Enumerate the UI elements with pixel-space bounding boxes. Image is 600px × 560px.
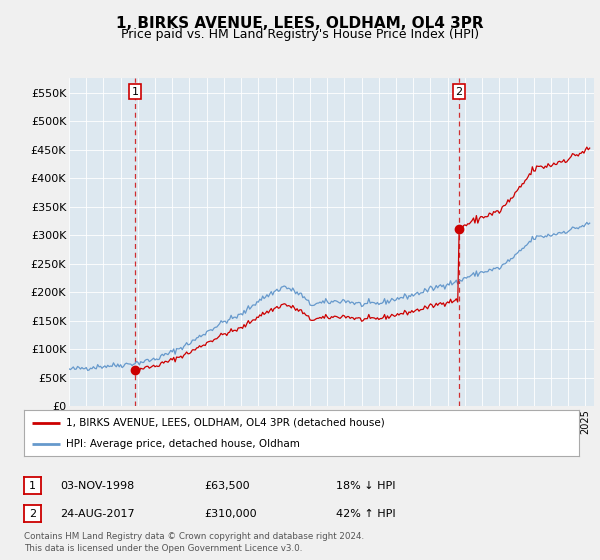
- Text: 1, BIRKS AVENUE, LEES, OLDHAM, OL4 3PR (detached house): 1, BIRKS AVENUE, LEES, OLDHAM, OL4 3PR (…: [65, 418, 385, 428]
- Text: 42% ↑ HPI: 42% ↑ HPI: [336, 508, 395, 519]
- Text: 2: 2: [29, 508, 36, 519]
- Text: 1, BIRKS AVENUE, LEES, OLDHAM, OL4 3PR: 1, BIRKS AVENUE, LEES, OLDHAM, OL4 3PR: [116, 16, 484, 31]
- Text: £310,000: £310,000: [204, 508, 257, 519]
- Text: 1: 1: [29, 480, 36, 491]
- Text: Contains HM Land Registry data © Crown copyright and database right 2024.
This d: Contains HM Land Registry data © Crown c…: [24, 533, 364, 553]
- Text: HPI: Average price, detached house, Oldham: HPI: Average price, detached house, Oldh…: [65, 439, 299, 449]
- Text: 18% ↓ HPI: 18% ↓ HPI: [336, 480, 395, 491]
- Text: 2: 2: [455, 86, 463, 96]
- Text: £63,500: £63,500: [204, 480, 250, 491]
- Text: 1: 1: [131, 86, 139, 96]
- Text: 24-AUG-2017: 24-AUG-2017: [60, 508, 134, 519]
- Text: 03-NOV-1998: 03-NOV-1998: [60, 480, 134, 491]
- Text: Price paid vs. HM Land Registry's House Price Index (HPI): Price paid vs. HM Land Registry's House …: [121, 28, 479, 41]
